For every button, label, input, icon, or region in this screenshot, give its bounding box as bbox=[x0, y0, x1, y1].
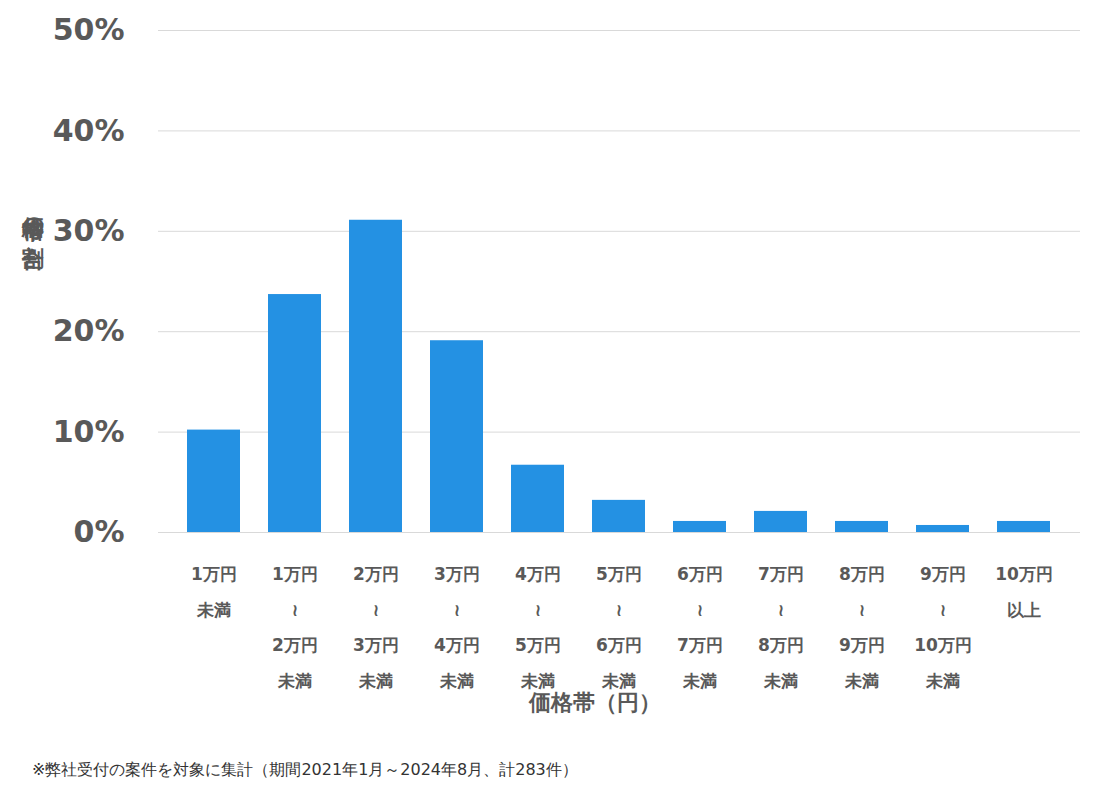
svg-text:5万円≀6万円未満: 5万円≀6万円未満 bbox=[596, 564, 642, 691]
svg-text:7万円≀8万円未満: 7万円≀8万円未満 bbox=[758, 564, 804, 691]
html-text:※弊社受付の案件を対象に集計（期間2021年1月～2024年: ※弊社受付の案件を対象に集計（期間2021年1月～2024年8月、計283件） bbox=[32, 760, 578, 779]
svg-text:8万円≀9万円未満: 8万円≀9万円未満 bbox=[839, 564, 885, 691]
svg-text:20%: 20% bbox=[53, 313, 125, 348]
svg-text:6万円≀7万円未満: 6万円≀7万円未満 bbox=[677, 564, 723, 691]
svg-text:50%: 50% bbox=[53, 12, 125, 47]
svg-text:1万円未満: 1万円未満 bbox=[191, 564, 237, 620]
html-text:価格帯の割合: 価格帯の割合 bbox=[21, 200, 46, 231]
html-text:価格帯（円）: 価格帯（円） bbox=[528, 690, 661, 715]
svg-text:40%: 40% bbox=[53, 112, 125, 147]
svg-text:10万円以上: 10万円以上 bbox=[995, 564, 1053, 620]
svg-text:30%: 30% bbox=[53, 213, 125, 248]
svg-text:10%: 10% bbox=[53, 414, 125, 449]
svg-text:2万円≀3万円未満: 2万円≀3万円未満 bbox=[353, 564, 399, 691]
svg-text:1万円≀2万円未満: 1万円≀2万円未満 bbox=[272, 564, 318, 691]
svg-text:3万円≀4万円未満: 3万円≀4万円未満 bbox=[434, 564, 480, 691]
svg-text:4万円≀5万円未満: 4万円≀5万円未満 bbox=[515, 564, 561, 691]
svg-text:9万円≀10万円未満: 9万円≀10万円未満 bbox=[914, 564, 972, 691]
svg-text:0%: 0% bbox=[74, 514, 125, 549]
